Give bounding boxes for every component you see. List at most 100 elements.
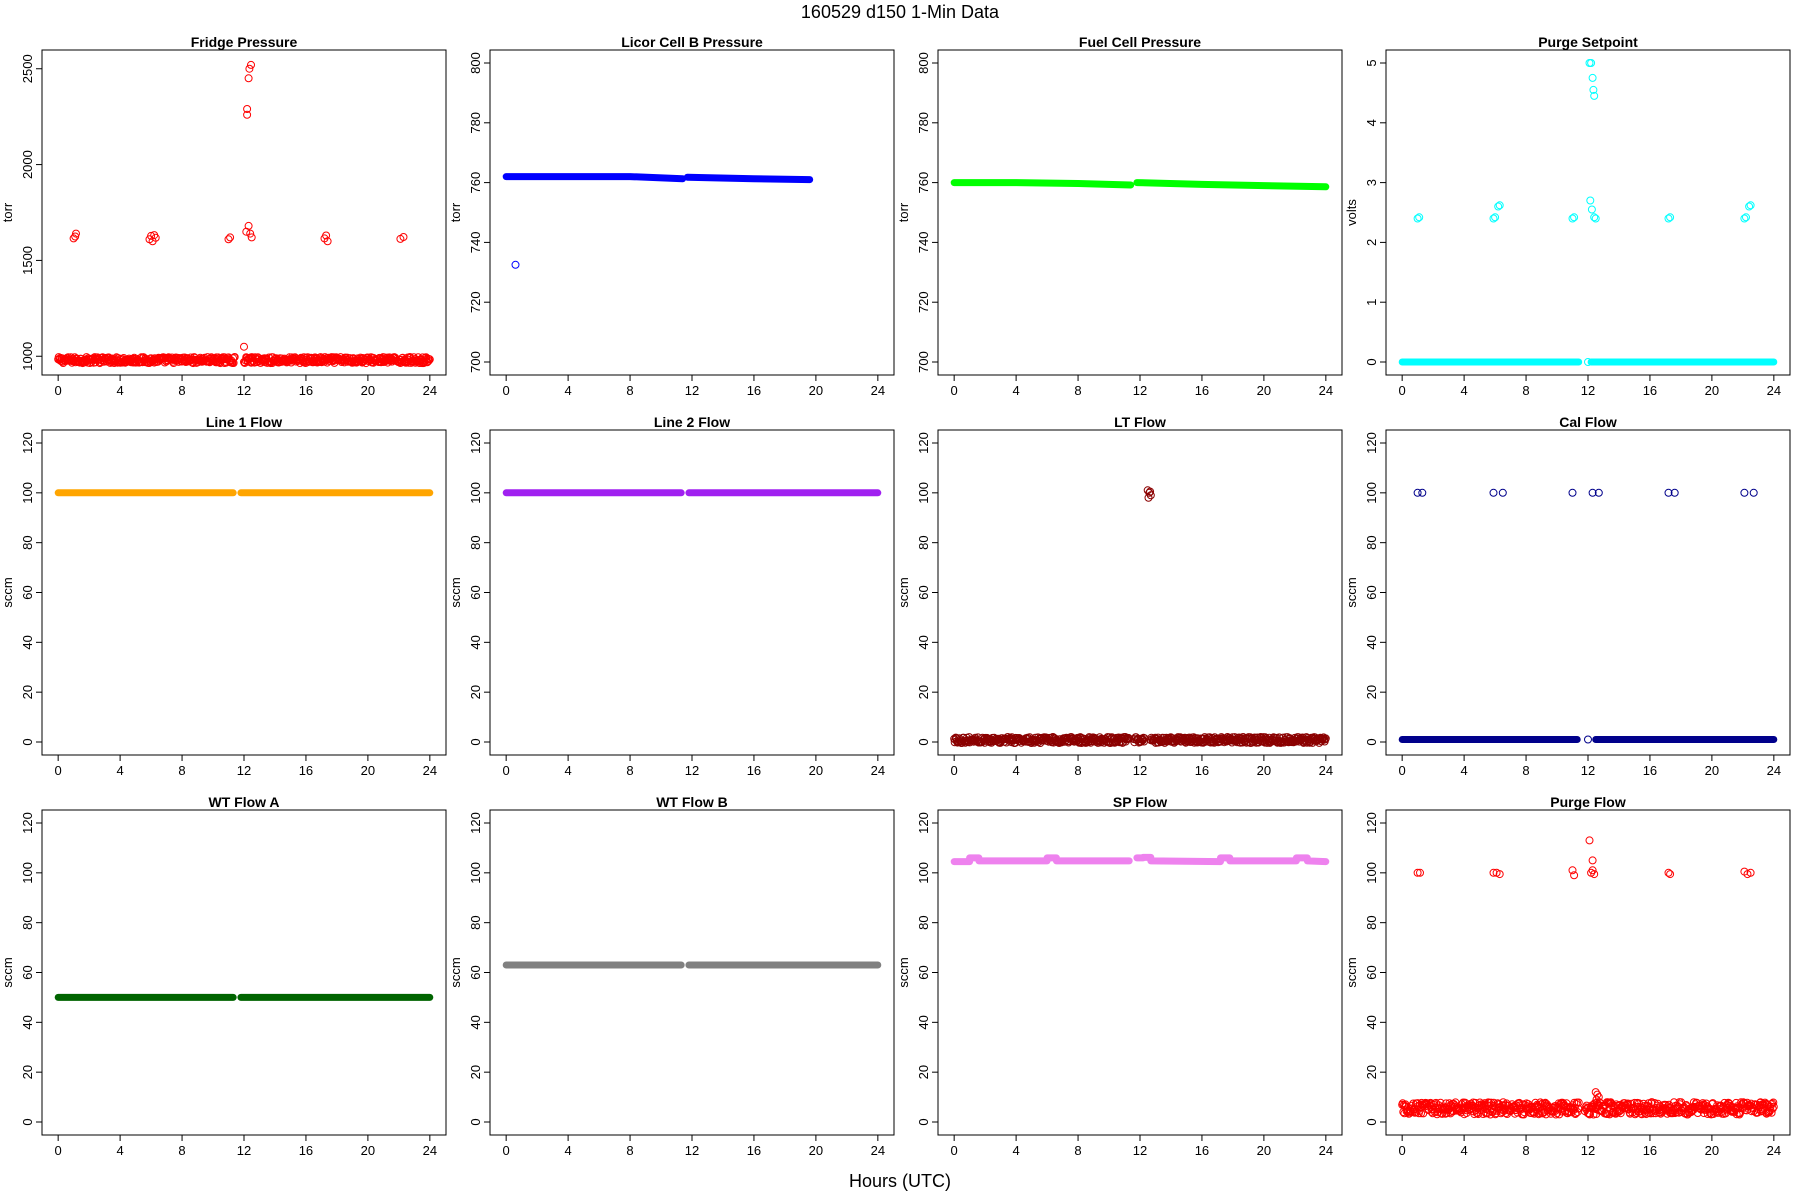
data-point <box>1586 1110 1594 1119</box>
y-tick-label: 100 <box>1364 862 1379 884</box>
y-tick-label: 20 <box>1364 685 1379 699</box>
x-tick-label: 0 <box>951 763 958 778</box>
data-point <box>399 233 408 241</box>
data-point <box>1738 1104 1747 1113</box>
y-tick-label: 40 <box>916 635 931 649</box>
y-tick-label: 800 <box>916 52 931 74</box>
x-tick-label: 8 <box>1522 383 1529 398</box>
x-tick-label: 4 <box>1012 763 1019 778</box>
y-tick-label: 80 <box>468 535 483 549</box>
data-point <box>1769 1098 1778 1107</box>
x-tick-label: 24 <box>1767 383 1781 398</box>
y-tick-label: 100 <box>468 482 483 504</box>
y-tick-label: 0 <box>468 738 483 745</box>
figure-x-axis-label: Hours (UTC) <box>849 1171 951 1191</box>
x-tick-label: 0 <box>1399 763 1406 778</box>
data-point <box>1146 491 1155 500</box>
series <box>1398 836 1778 1119</box>
data-point <box>243 105 252 113</box>
y-tick-label: 100 <box>20 482 35 504</box>
data-point <box>1491 213 1500 222</box>
data-point <box>1644 1099 1653 1108</box>
x-tick-label: 12 <box>1133 383 1147 398</box>
y-tick-label: 40 <box>20 635 35 649</box>
y-tick-label: 20 <box>916 1065 931 1079</box>
panel-title: LT Flow <box>1114 414 1166 430</box>
data-point <box>1413 214 1422 223</box>
x-tick-label: 12 <box>1133 763 1147 778</box>
x-tick-label: 8 <box>626 763 633 778</box>
series <box>950 486 1330 747</box>
y-tick-label: 40 <box>468 635 483 649</box>
data-point <box>1592 1095 1601 1104</box>
x-tick-label: 16 <box>1195 383 1209 398</box>
x-tick-label: 12 <box>1581 1143 1595 1158</box>
y-tick-label: 20 <box>468 1065 483 1079</box>
y-axis-label: sccm <box>448 957 463 987</box>
x-tick-label: 16 <box>1643 383 1657 398</box>
y-tick-label: 1500 <box>20 246 35 275</box>
x-tick-label: 4 <box>1460 763 1467 778</box>
figure-title: 160529 d150 1-Min Data <box>801 2 1000 22</box>
data-point <box>1666 213 1675 222</box>
x-tick-label: 0 <box>55 1143 62 1158</box>
data-point <box>244 74 253 83</box>
data-point <box>1666 870 1675 879</box>
data-point <box>1664 488 1673 497</box>
panel-7: LT Flow 0 4 8 12 16 20 24 0 20 40 60 80 100 120 sccm <box>896 414 1343 778</box>
y-tick-label: 80 <box>1364 535 1379 549</box>
y-axis-label: torr <box>896 202 911 222</box>
x-tick-label: 16 <box>747 383 761 398</box>
x-tick-label: 4 <box>564 763 571 778</box>
y-tick-label: 60 <box>20 965 35 979</box>
y-axis-label: sccm <box>1344 577 1359 607</box>
x-tick-label: 0 <box>55 383 62 398</box>
x-tick-label: 16 <box>747 763 761 778</box>
y-tick-label: 780 <box>468 112 483 134</box>
x-tick-label: 24 <box>1319 1143 1333 1158</box>
y-axis-label: torr <box>0 202 15 222</box>
data-point <box>1571 1109 1580 1118</box>
y-tick-label: 740 <box>916 232 931 254</box>
x-tick-label: 24 <box>1767 1143 1781 1158</box>
data-point <box>1664 214 1673 223</box>
panel-title: WT Flow B <box>656 794 728 810</box>
x-tick-label: 0 <box>503 1143 510 1158</box>
panel-5: Line 1 Flow 0 4 8 12 16 20 24 0 20 40 60 80 100 120 scc… <box>0 414 447 778</box>
y-tick-label: 1000 <box>20 342 35 371</box>
data-point <box>247 233 256 242</box>
panel-6: Line 2 Flow 0 4 8 12 16 20 24 0 20 40 60 80 100 120 scc… <box>448 414 895 778</box>
y-tick-label: 120 <box>916 432 931 454</box>
x-tick-label: 4 <box>564 1143 571 1158</box>
y-tick-label: 40 <box>1364 635 1379 649</box>
panel-title: WT Flow A <box>208 794 279 810</box>
data-point <box>1768 1104 1777 1113</box>
panel-title: Line 2 Flow <box>654 414 730 430</box>
y-tick-label: 0 <box>1364 1118 1379 1125</box>
y-tick-label: 700 <box>916 351 931 373</box>
data-point <box>1489 214 1498 223</box>
x-tick-label: 16 <box>299 763 313 778</box>
data-point <box>1742 213 1750 222</box>
x-tick-label: 4 <box>1012 1143 1019 1158</box>
y-tick-label: 0 <box>916 1118 931 1125</box>
x-tick-label: 12 <box>685 1143 699 1158</box>
y-tick-label: 120 <box>1364 812 1379 834</box>
y-tick-label: 2 <box>1364 239 1379 246</box>
data-point <box>1740 488 1749 497</box>
x-tick-label: 8 <box>1522 1143 1529 1158</box>
y-tick-label: 80 <box>1364 915 1379 929</box>
data-point <box>1570 1103 1579 1112</box>
data-point <box>1589 85 1598 94</box>
x-tick-label: 16 <box>299 1143 313 1158</box>
data-point <box>1740 214 1749 223</box>
x-tick-label: 24 <box>871 383 885 398</box>
y-tick-label: 100 <box>1364 482 1379 504</box>
x-tick-label: 0 <box>55 763 62 778</box>
data-point <box>1749 488 1758 497</box>
x-tick-label: 20 <box>1705 1143 1719 1158</box>
x-tick-label: 8 <box>178 383 185 398</box>
y-tick-label: 740 <box>468 232 483 254</box>
x-tick-label: 0 <box>951 383 958 398</box>
